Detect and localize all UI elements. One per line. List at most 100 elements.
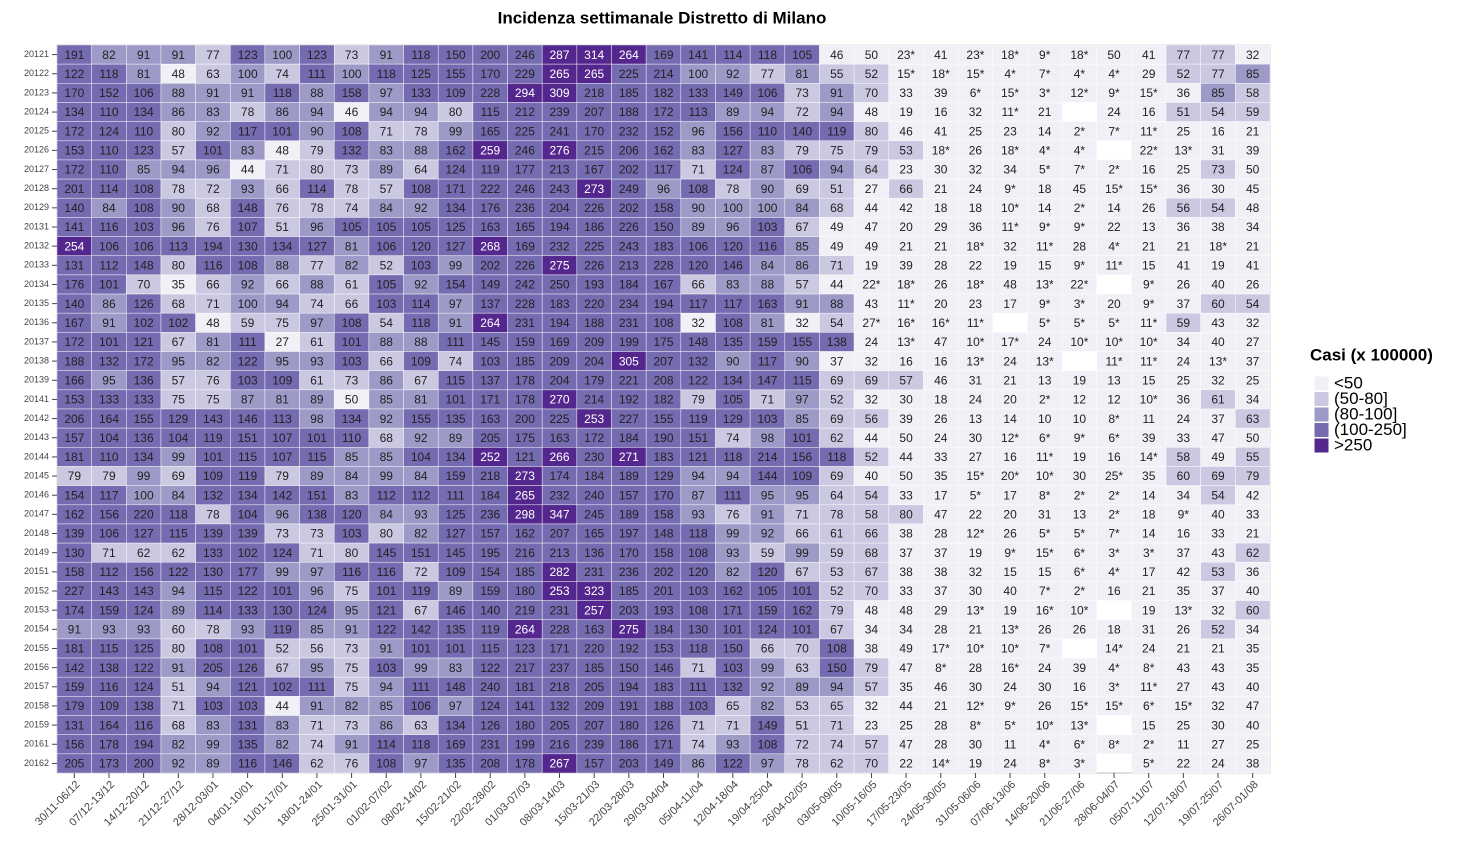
cell-label: 154 <box>64 488 84 502</box>
cell-label: 46 <box>830 48 844 62</box>
cell-label: 48 <box>1003 278 1017 292</box>
cell-label: 138 <box>307 508 327 522</box>
cell-label: 117 <box>758 354 777 368</box>
cell-label: 40 <box>865 469 879 483</box>
cell-label: 71 <box>830 718 844 732</box>
cell-label: 89 <box>206 757 220 771</box>
cell-label: 225 <box>550 412 570 426</box>
cell-label: 130 <box>688 622 708 636</box>
cell-label: 114 <box>377 737 396 751</box>
cell-label: 84 <box>102 201 116 215</box>
cell-label: 49 <box>1211 450 1225 464</box>
cell-label: 56 <box>310 642 324 656</box>
cell-label: 127 <box>446 527 466 541</box>
cell-label: 134 <box>446 201 466 215</box>
cell-label: 21 <box>1246 527 1260 541</box>
y-tick-label: 20161 <box>24 739 49 749</box>
cell-label: 82 <box>102 48 116 62</box>
cell-label: 15* <box>966 469 984 483</box>
cell-label: 51 <box>172 680 186 694</box>
cell-label: 32 <box>795 316 809 330</box>
cell-label: 29 <box>934 220 948 234</box>
cell-label: 100 <box>238 297 258 311</box>
cell-label: 2* <box>1108 163 1120 177</box>
cell-label: 20 <box>1003 508 1017 522</box>
cell-label: 94 <box>691 469 705 483</box>
cell-label: 43 <box>865 297 879 311</box>
cell-label: 163 <box>550 431 570 445</box>
cell-label: 103 <box>723 661 743 675</box>
cell-label: 53 <box>830 565 844 579</box>
cell-label: 94 <box>414 105 428 119</box>
cell-label: 193 <box>653 603 673 617</box>
cell-label: 108 <box>203 642 223 656</box>
cell-label: 138 <box>827 335 847 349</box>
cell-label: 69 <box>172 469 186 483</box>
cell-label: 66 <box>795 527 809 541</box>
cell-label: 106 <box>688 239 708 253</box>
cell-label: 81 <box>345 239 359 253</box>
cell-label: 236 <box>515 201 535 215</box>
cell-label: 4* <box>1004 67 1016 81</box>
cell-label: 169 <box>550 335 570 349</box>
cell-label: 64 <box>830 488 844 502</box>
cell-label: 40 <box>1003 584 1017 598</box>
cell-label: 270 <box>550 393 570 407</box>
y-tick-label: 20123 <box>24 87 49 97</box>
cell-label: 268 <box>480 239 500 253</box>
cell-label: 236 <box>480 508 500 522</box>
cell-label: 27 <box>276 335 290 349</box>
cell-label: 101 <box>723 622 743 636</box>
cell-label: 101 <box>376 584 396 598</box>
cell-label: 68 <box>865 546 879 560</box>
cell-label: 33 <box>934 450 948 464</box>
cell-label: 15 <box>1038 258 1052 272</box>
cell-label: 108 <box>134 182 154 196</box>
cell-label: 104 <box>411 450 431 464</box>
cell-label: 110 <box>99 144 118 158</box>
cell-label: 80 <box>310 163 324 177</box>
cell-label: 158 <box>64 565 84 579</box>
cell-label: 97 <box>795 393 809 407</box>
cell-label: 18 <box>969 201 983 215</box>
cell-label: 95 <box>102 373 116 387</box>
cell-label: 15* <box>1070 699 1088 713</box>
cell-label: 71 <box>276 163 290 177</box>
cell-label: 105 <box>376 278 396 292</box>
cell-label: 115 <box>99 642 118 656</box>
cell-label: 108 <box>342 124 362 138</box>
cell-label: 9* <box>1108 86 1120 100</box>
cell-label: 146 <box>653 661 673 675</box>
cell-label: 163 <box>757 297 777 311</box>
cell-label: 5* <box>1039 163 1051 177</box>
cell-label: 3* <box>1074 757 1086 771</box>
cell-label: 167 <box>584 163 604 177</box>
cell-label: 133 <box>238 603 258 617</box>
cell-label: 14 <box>1038 201 1052 215</box>
cell-label: 102 <box>168 316 188 330</box>
cell-label: 62 <box>172 546 186 560</box>
cell-label: 24 <box>969 393 983 407</box>
cell-label: 35 <box>934 469 948 483</box>
cell-label: 109 <box>203 469 223 483</box>
cell-label: 80 <box>345 546 359 560</box>
cell-label: 204 <box>550 373 570 387</box>
cell-label: 121 <box>238 680 258 694</box>
cell-label: 189 <box>619 469 639 483</box>
cell-label: 347 <box>550 508 570 522</box>
cell-label: 9* <box>1074 431 1086 445</box>
cell-label: 13* <box>966 354 984 368</box>
cell-label: 201 <box>653 584 673 598</box>
cell-label: 62 <box>830 757 844 771</box>
cell-label: 19 <box>969 757 983 771</box>
cell-label: 24 <box>865 335 879 349</box>
cell-label: 15 <box>1003 565 1017 579</box>
cell-label: 69 <box>830 373 844 387</box>
cell-label: 24 <box>1038 661 1052 675</box>
cell-label: 11* <box>1140 354 1157 368</box>
cell-label: 190 <box>653 431 673 445</box>
cell-label: 79 <box>68 469 82 483</box>
cell-label: 2* <box>1143 737 1155 751</box>
cell-label: 16* <box>932 316 950 330</box>
cell-label: 24 <box>1038 335 1052 349</box>
